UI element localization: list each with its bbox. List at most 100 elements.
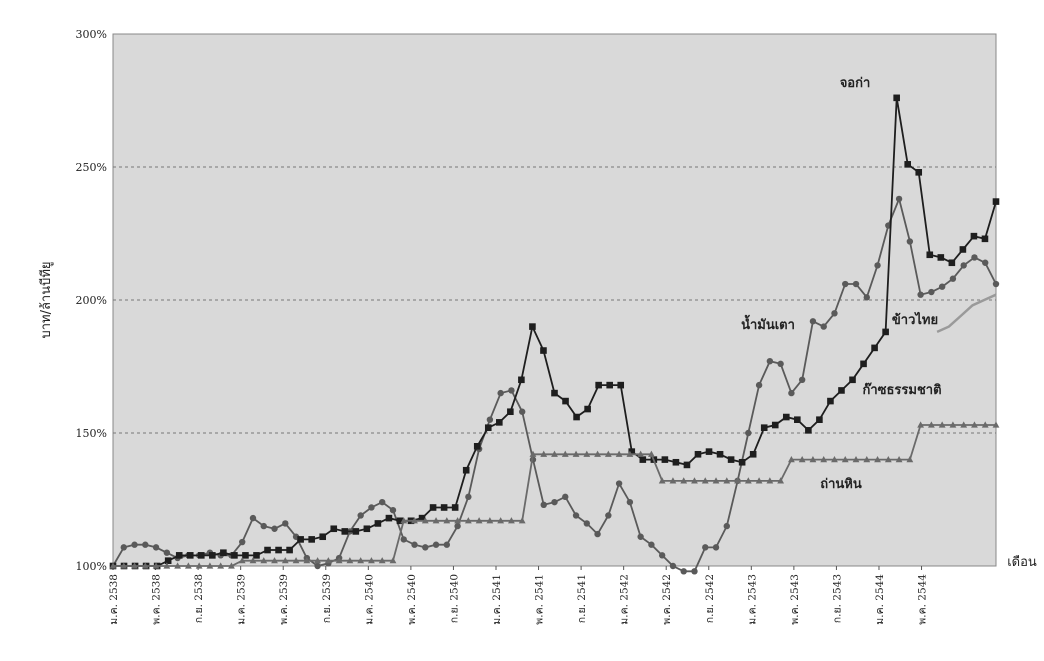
data-point bbox=[451, 504, 459, 511]
data-point bbox=[363, 525, 371, 533]
y-tick-labels: 300% 250% 200% 150% 100% bbox=[76, 28, 107, 573]
plot-area bbox=[112, 33, 997, 567]
data-point bbox=[540, 501, 547, 509]
annotation-fuel-oil: น้ำมันเตา bbox=[741, 314, 795, 333]
data-point bbox=[443, 517, 451, 524]
data-point bbox=[734, 477, 741, 484]
y-tick-label: 250% bbox=[76, 161, 107, 174]
data-point bbox=[164, 557, 172, 564]
data-point bbox=[594, 530, 601, 538]
x-tick-label: พ.ค. 2542 bbox=[661, 574, 673, 625]
annotation-joka: จอก่า bbox=[840, 76, 871, 91]
data-point bbox=[683, 461, 691, 469]
y-axis-label: บาท/ล้านบีทียู bbox=[38, 261, 54, 338]
data-point bbox=[142, 541, 149, 548]
data-point bbox=[637, 450, 645, 457]
x-tick-label: พ.ค. 2538 bbox=[151, 574, 163, 625]
data-point bbox=[648, 450, 655, 457]
data-point bbox=[379, 498, 386, 506]
data-point bbox=[927, 421, 935, 428]
series-3 bbox=[936, 293, 997, 334]
data-point bbox=[680, 568, 687, 575]
data-point bbox=[992, 421, 1000, 428]
data-point bbox=[820, 323, 827, 330]
data-point bbox=[871, 344, 878, 352]
data-point bbox=[508, 517, 515, 524]
data-point bbox=[518, 376, 525, 384]
x-tick-label: ก.ย. 2541 bbox=[576, 574, 588, 623]
data-point bbox=[680, 477, 688, 484]
data-point bbox=[971, 421, 978, 428]
data-point bbox=[308, 536, 315, 543]
data-point bbox=[454, 522, 461, 530]
x-tick-label: ม.ค. 2544 bbox=[874, 574, 886, 625]
data-point bbox=[551, 450, 558, 457]
data-point bbox=[937, 254, 945, 261]
data-point bbox=[385, 514, 393, 522]
data-point bbox=[691, 477, 698, 484]
data-point bbox=[831, 456, 838, 463]
data-point bbox=[705, 448, 713, 455]
y-tick-label: 200% bbox=[76, 294, 107, 307]
data-point bbox=[174, 562, 182, 569]
data-point bbox=[605, 512, 612, 519]
data-point bbox=[357, 512, 364, 519]
data-point bbox=[109, 562, 117, 569]
data-point bbox=[368, 504, 375, 511]
data-point bbox=[626, 450, 634, 457]
data-point bbox=[573, 413, 580, 421]
data-point bbox=[286, 546, 293, 554]
data-point bbox=[981, 421, 989, 428]
x-tick-label: ม.ค. 2540 bbox=[363, 574, 375, 625]
data-point bbox=[314, 562, 321, 570]
data-point bbox=[970, 232, 978, 240]
data-point bbox=[454, 517, 461, 524]
data-point bbox=[584, 405, 591, 413]
data-point bbox=[231, 552, 238, 559]
data-point bbox=[195, 562, 203, 569]
data-point bbox=[604, 450, 612, 457]
data-point bbox=[572, 450, 580, 457]
data-point bbox=[648, 541, 655, 548]
data-point bbox=[949, 421, 957, 428]
data-point bbox=[694, 450, 702, 458]
data-point bbox=[497, 389, 504, 397]
data-point bbox=[206, 562, 214, 569]
x-tick-label: ก.ย. 2543 bbox=[831, 574, 843, 623]
data-point bbox=[357, 557, 365, 564]
data-point bbox=[766, 477, 774, 484]
data-point bbox=[701, 477, 709, 484]
data-point bbox=[617, 381, 625, 389]
data-point bbox=[152, 544, 160, 551]
data-point bbox=[314, 557, 321, 564]
data-point bbox=[335, 557, 343, 564]
data-point bbox=[249, 557, 257, 564]
data-point bbox=[606, 381, 613, 389]
data-point bbox=[443, 541, 451, 548]
data-point bbox=[777, 360, 784, 368]
data-point bbox=[669, 477, 677, 484]
data-point bbox=[186, 552, 194, 559]
data-point bbox=[465, 493, 472, 501]
data-point bbox=[209, 552, 216, 559]
data-point bbox=[540, 347, 547, 354]
data-point bbox=[292, 557, 300, 564]
x-tick-label: ม.ค. 2543 bbox=[746, 574, 758, 625]
data-point bbox=[562, 397, 569, 405]
data-point bbox=[949, 275, 957, 282]
data-point bbox=[658, 477, 666, 484]
x-tick-label: ก.ย. 2542 bbox=[704, 574, 716, 623]
data-point bbox=[874, 262, 881, 269]
data-point bbox=[948, 259, 956, 267]
x-tick-label: ม.ค. 2538 bbox=[108, 574, 120, 625]
data-point bbox=[303, 557, 311, 564]
data-point bbox=[507, 408, 514, 416]
data-point bbox=[198, 552, 205, 559]
data-point bbox=[661, 456, 669, 463]
data-point bbox=[374, 520, 382, 527]
data-point bbox=[760, 424, 768, 431]
data-point bbox=[771, 421, 779, 429]
data-point bbox=[716, 450, 724, 458]
data-point bbox=[561, 450, 569, 457]
